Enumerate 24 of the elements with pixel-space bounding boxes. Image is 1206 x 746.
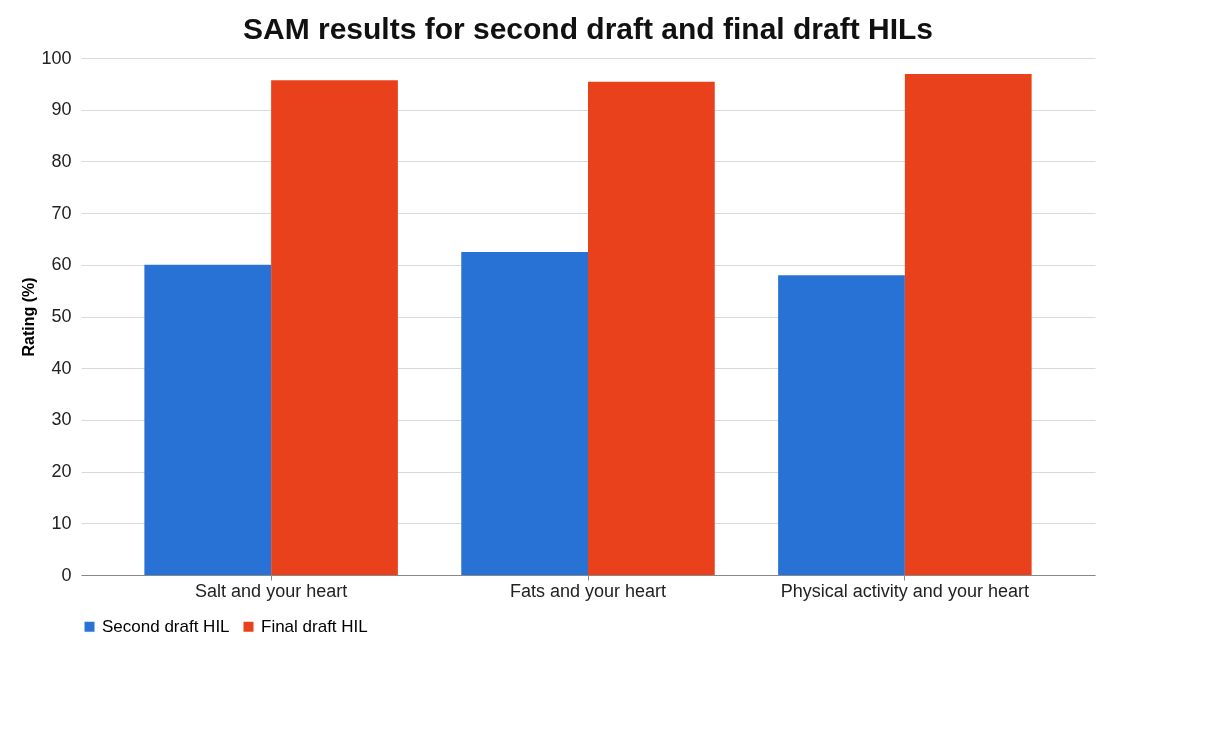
bar	[271, 80, 398, 575]
y-tick-label: 20	[51, 461, 72, 482]
bar	[461, 251, 588, 575]
y-tick-label: 50	[51, 306, 72, 326]
x-tick-label: Salt and your heart	[195, 580, 348, 601]
x-tick-label: Physical activity and your heart	[780, 580, 1029, 601]
chart-title: SAM results for second draft and final draft HILs	[242, 12, 934, 45]
y-tick-label: 100	[41, 47, 72, 68]
x-tick-label: Fats and your heart	[509, 580, 667, 601]
y-tick-label: 30	[51, 409, 72, 430]
y-tick-label: 80	[51, 150, 72, 171]
y-tick-label: 70	[51, 202, 72, 223]
bar	[144, 264, 272, 575]
y-axis-title: Rating (%)	[20, 277, 38, 357]
y-tick-label: 0	[61, 564, 72, 585]
y-tick-label: 40	[51, 357, 72, 378]
y-tick-label: 90	[51, 99, 72, 120]
y-tick-label: 10	[51, 512, 72, 533]
bar	[778, 275, 905, 575]
bar	[588, 81, 715, 575]
legend-label: Second draft HIL	[102, 616, 230, 636]
bar	[904, 74, 1032, 575]
legend-label: Final draft HIL	[261, 616, 368, 636]
y-tick-label: 60	[51, 254, 72, 275]
